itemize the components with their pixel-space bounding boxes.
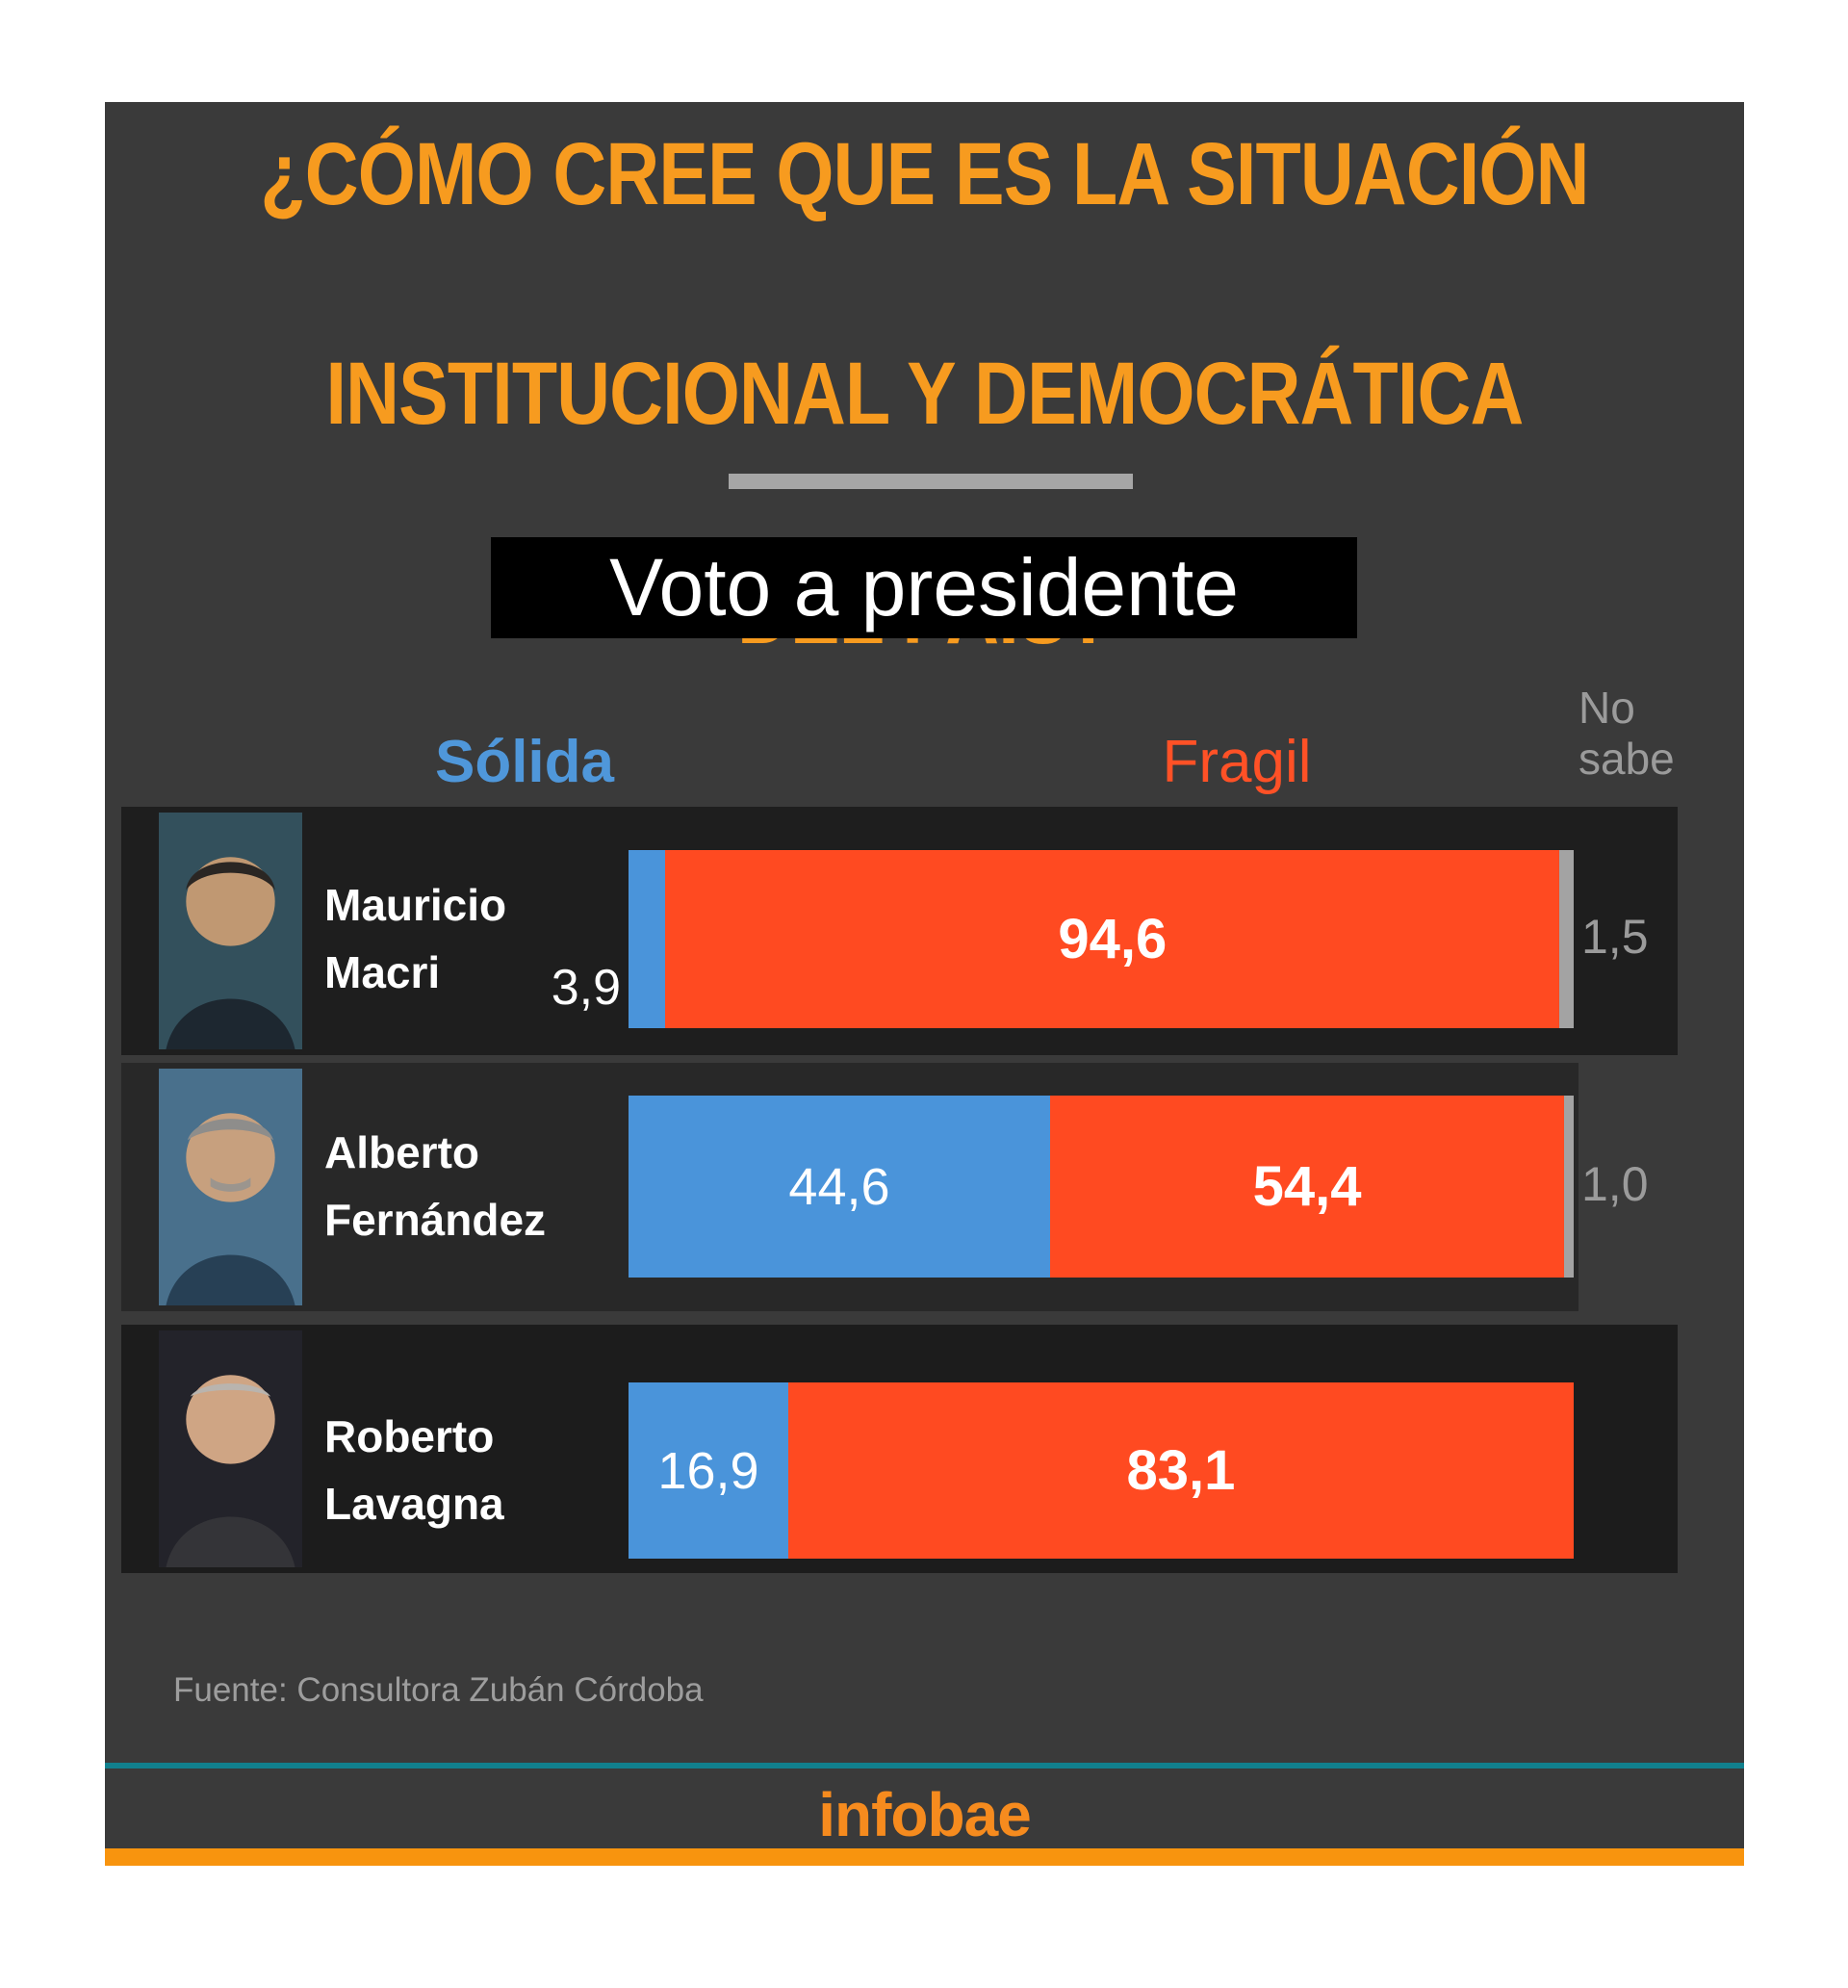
candidate-name-fernandez: Alberto Fernández <box>324 1127 547 1245</box>
legend-label-fragil: Fragil <box>1162 729 1312 795</box>
candidate-name-macri: Mauricio Macri <box>324 880 507 997</box>
bar-segment-solida <box>629 850 666 1028</box>
person-silhouette-icon <box>166 1375 295 1567</box>
bar-segment-no-sabe <box>1564 1096 1574 1278</box>
infobae-logo: infobae <box>818 1780 1032 1849</box>
teal-divider-line <box>105 1763 1744 1769</box>
bottom-accent-bar <box>105 1848 1744 1866</box>
bar-segment-solida: 44,6 <box>629 1096 1050 1278</box>
stacked-bar-fernandez: 44,6 54,4 <box>629 1096 1574 1278</box>
subtitle-badge: Voto a presidente <box>491 537 1357 638</box>
value-label-no-sabe: 1,0 <box>1581 1157 1649 1211</box>
person-silhouette-icon <box>166 1113 295 1305</box>
value-label-solida-outside: 3,9 <box>551 960 621 1016</box>
legend-label-solida: Sólida <box>434 729 615 795</box>
source-note: Fuente: Consultora Zubán Córdoba <box>173 1671 704 1709</box>
title-line-2: INSTITUCIONAL Y DEMOCRÁTICA <box>325 345 1525 443</box>
bar-segment-fragil: 83,1 <box>787 1382 1574 1559</box>
candidate-photo-lavagna <box>159 1330 302 1567</box>
person-silhouette-icon <box>166 857 295 1049</box>
title-line-1: ¿CÓMO CREE QUE ES LA SITUACIÓN <box>260 125 1589 223</box>
value-label-solida: 16,9 <box>657 1441 759 1500</box>
legend-label-no-sabe: No sabe <box>1578 683 1675 784</box>
stacked-bar-lavagna: 16,9 83,1 <box>629 1382 1574 1559</box>
infographic-card: ¿CÓMO CREE QUE ES LA SITUACIÓN INSTITUCI… <box>105 102 1744 1866</box>
candidate-photo-fernandez <box>159 1069 302 1305</box>
bar-segment-fragil: 54,4 <box>1049 1096 1565 1278</box>
value-label-fragil: 83,1 <box>1126 1439 1236 1502</box>
bar-segment-fragil: 94,6 <box>665 850 1560 1028</box>
value-label-fragil: 94,6 <box>1058 908 1168 970</box>
candidate-name-lavagna: Roberto Lavagna <box>324 1411 504 1529</box>
stacked-bar-macri: 94,6 <box>629 850 1574 1028</box>
candidate-photo-macri <box>159 813 302 1049</box>
bar-segment-no-sabe <box>1559 850 1574 1028</box>
value-label-no-sabe: 1,5 <box>1581 910 1649 964</box>
subtitle-text: Voto a presidente <box>609 542 1239 633</box>
value-label-fragil: 54,4 <box>1252 1155 1362 1218</box>
title-underline-bar <box>729 474 1133 489</box>
value-label-solida: 44,6 <box>788 1157 890 1216</box>
bar-segment-solida: 16,9 <box>629 1382 788 1559</box>
